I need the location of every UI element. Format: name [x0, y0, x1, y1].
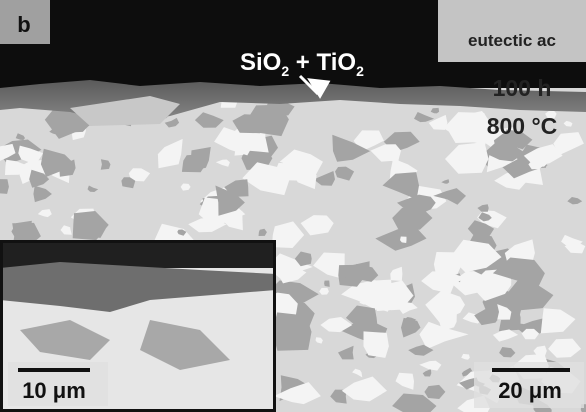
formula-text: + TiO	[289, 49, 356, 76]
condition-temperature: 800 °C	[487, 113, 558, 139]
inset-resin	[0, 240, 276, 268]
page: b eutectic ac SiO2 + TiO2 100 h 800 °C 1…	[0, 0, 586, 412]
grain	[0, 179, 9, 194]
subscript: 2	[281, 63, 289, 79]
scale-bar-label: 20 μm	[498, 378, 562, 403]
inset: 10 μm	[0, 240, 276, 412]
panel-label: b	[17, 12, 30, 37]
grain	[272, 312, 311, 350]
sample-label: eutectic ac	[468, 31, 556, 50]
condition-time: 100 h	[493, 75, 552, 101]
formula-text: SiO	[240, 49, 281, 76]
grain	[235, 146, 245, 156]
inset-scale-bar-label: 10 μm	[22, 378, 86, 403]
annotation: SiO2 + TiO2	[240, 49, 364, 79]
grain	[324, 281, 330, 287]
micrograph: b eutectic ac SiO2 + TiO2 100 h 800 °C 1…	[0, 0, 586, 412]
subscript: 2	[356, 63, 364, 79]
